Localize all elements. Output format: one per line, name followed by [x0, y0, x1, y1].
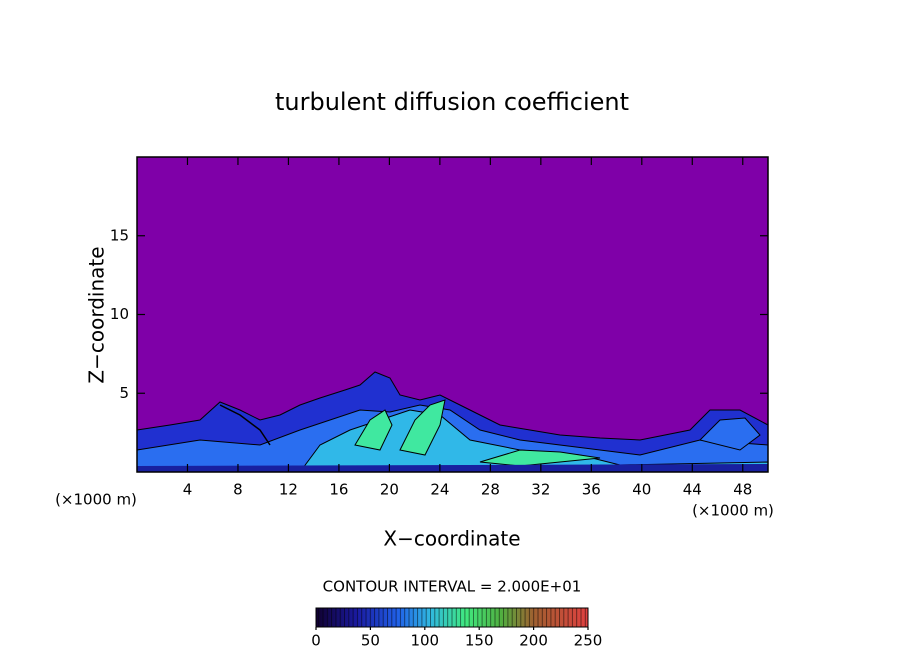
- x-unit-label: (×1000 m): [692, 502, 774, 520]
- x-tick-label: 20: [380, 481, 399, 499]
- x-tick-label: 28: [481, 481, 500, 499]
- chart-title: turbulent diffusion coefficient: [275, 88, 629, 116]
- colorbar-tick-label: 150: [465, 632, 494, 650]
- x-tick-label: 12: [279, 481, 298, 499]
- y-tick-label: 10: [110, 305, 129, 323]
- colorbar-tick-label: 250: [574, 632, 603, 650]
- y-tick-label: 15: [110, 226, 129, 244]
- colorbar-title: CONTOUR INTERVAL = 2.000E+01: [323, 578, 582, 596]
- colorbar-tick-label: 0: [311, 632, 321, 650]
- x-tick-label: 36: [582, 481, 601, 499]
- x-tick-label: 8: [233, 481, 243, 499]
- x-tick-label: 40: [632, 481, 651, 499]
- colorbar-tick-label: 100: [410, 632, 439, 650]
- y-axis-label: Z−coordinate: [85, 246, 109, 383]
- contour-field: [137, 371, 768, 472]
- x-tick-label: 16: [329, 481, 348, 499]
- y-tick-label: 5: [119, 384, 129, 402]
- colorbar-stripes: [315, 607, 589, 628]
- x-tick-label: 4: [183, 481, 193, 499]
- x-tick-label: 32: [531, 481, 550, 499]
- x-tick-label: 24: [430, 481, 449, 499]
- colorbar-tick-label: 200: [519, 632, 548, 650]
- y-unit-label: (×1000 m): [55, 491, 137, 509]
- x-tick-label: 44: [683, 481, 702, 499]
- x-tick-label: 48: [733, 481, 752, 499]
- x-axis-label: X−coordinate: [383, 527, 520, 551]
- colorbar-tick-label: 50: [361, 632, 380, 650]
